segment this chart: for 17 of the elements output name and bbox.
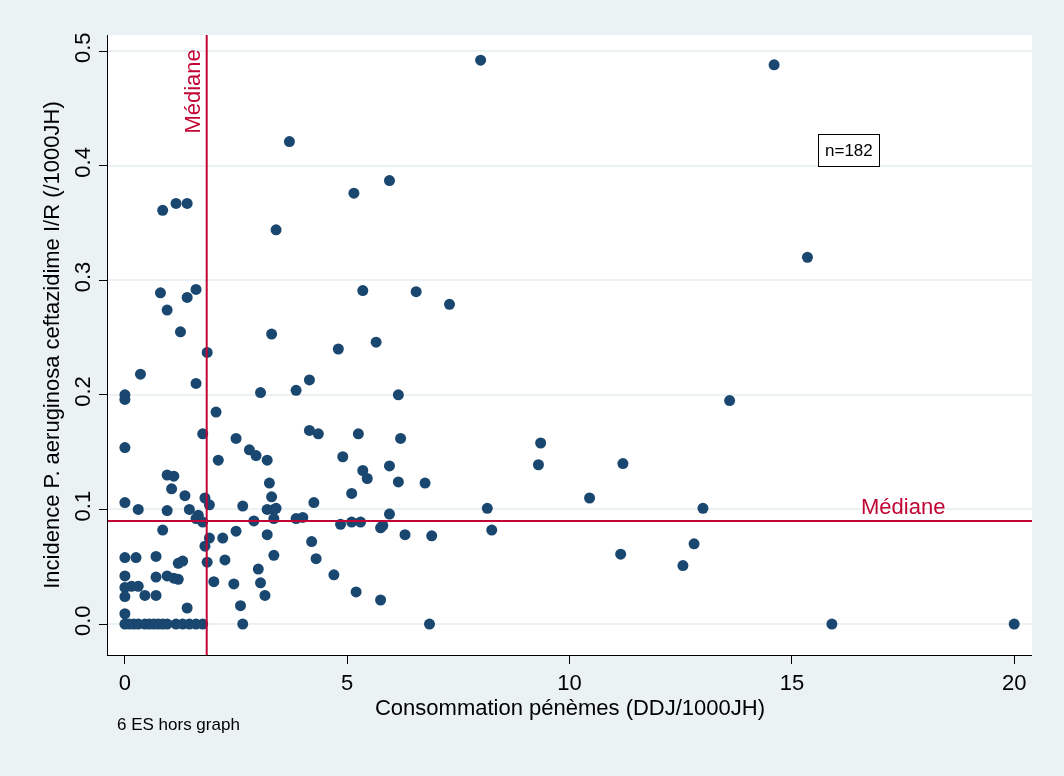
annotation: n=182 [825, 141, 873, 160]
x-tick-label: 10 [557, 670, 582, 696]
y-tick-label: 0.4 [70, 147, 96, 178]
x-tick-label: 5 [341, 670, 354, 696]
y-tick-label: 0.2 [70, 376, 96, 407]
y-tick-label: 0.1 [70, 490, 96, 522]
x-tick-label: 20 [1001, 670, 1027, 696]
x-axis-title: Consommation pénèmes (DDJ/1000JH) [374, 695, 766, 721]
ref-line-label: Médiane [179, 49, 205, 134]
x-tick-label: 0 [118, 670, 132, 696]
x-tick-label: 15 [779, 670, 805, 696]
y-axis-title: Incidence P. aeruginosa ceftazidime I/R (/1000JH) [39, 101, 64, 589]
y-tick-label: 0.5 [70, 32, 96, 64]
text: 6 ES hors graph [117, 715, 240, 734]
y-tick-label: 0.0 [70, 605, 96, 637]
y-tick-label: 0.3 [70, 261, 96, 293]
ref-line-label: Médiane [861, 494, 946, 519]
